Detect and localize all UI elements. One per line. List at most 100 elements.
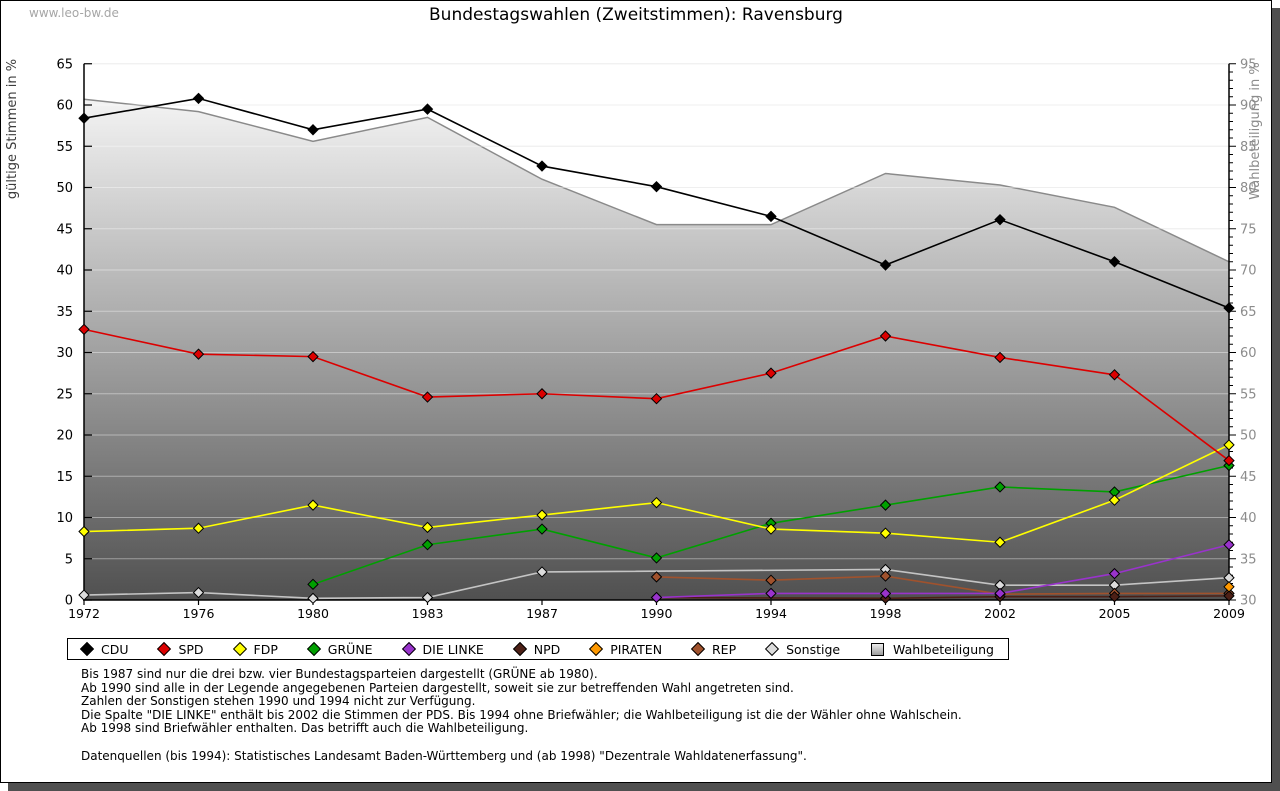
marker-Sonstige	[536, 566, 548, 578]
chart-legend: CDU SPD FDP GRÜNE DIE LINKE NPD PIRATEN REP Sons…	[67, 638, 1009, 660]
series-line-REP	[656, 575, 1229, 596]
diamond-marker-icon	[232, 641, 247, 657]
marker-FDP	[421, 521, 434, 534]
svg-text:75: 75	[1240, 222, 1257, 237]
marker-SPD	[1223, 454, 1235, 467]
marker-DIE LINKE	[994, 587, 1006, 600]
svg-text:45: 45	[56, 222, 73, 237]
marker-DIE LINKE	[1108, 567, 1121, 580]
svg-text:85: 85	[1240, 140, 1257, 155]
svg-text:0: 0	[65, 594, 73, 609]
legend-label: DIE LINKE	[422, 641, 484, 657]
marker-GRÜNE	[536, 523, 548, 535]
svg-text:45: 45	[1240, 470, 1257, 485]
marker-CDU	[1108, 256, 1121, 268]
diamond-marker-icon	[401, 641, 416, 657]
marker-FDP	[765, 523, 777, 535]
svg-text:55: 55	[56, 140, 73, 155]
svg-text:25: 25	[56, 387, 73, 402]
square-marker-icon	[871, 642, 885, 656]
page-shadow-right	[1272, 8, 1280, 791]
marker-PIRATEN	[1223, 581, 1235, 593]
marker-REP	[765, 574, 777, 586]
svg-text:60: 60	[1240, 346, 1257, 361]
svg-text:40: 40	[1240, 511, 1257, 526]
marker-CDU	[650, 180, 663, 193]
svg-text:1976: 1976	[183, 606, 215, 621]
legend-item-DIE LINKE: DIE LINKE	[401, 641, 484, 657]
legend-label: CDU	[101, 641, 129, 657]
marker-FDP	[1223, 439, 1235, 451]
svg-text:2002: 2002	[984, 606, 1016, 621]
svg-text:35: 35	[1240, 552, 1257, 567]
footnote-line: Die Spalte "DIE LINKE" enthält bis 2002 …	[81, 707, 962, 722]
svg-text:1990: 1990	[641, 606, 673, 621]
marker-DIE LINKE	[765, 587, 777, 600]
svg-text:2005: 2005	[1099, 606, 1131, 621]
marker-SPD	[765, 367, 777, 379]
page-shadow-bottom	[8, 783, 1272, 791]
marker-CDU	[1223, 302, 1235, 314]
diamond-marker-icon	[690, 641, 706, 657]
marker-GRÜNE	[307, 578, 319, 591]
svg-text:80: 80	[1240, 181, 1257, 196]
svg-text:30: 30	[1240, 594, 1257, 609]
svg-text:1998: 1998	[870, 606, 902, 621]
marker-DIE LINKE	[879, 587, 892, 600]
diamond-marker-icon	[157, 641, 172, 657]
legend-item-CDU: CDU	[79, 641, 129, 657]
legend-item-PIRATEN: PIRATEN	[589, 641, 662, 657]
marker-FDP	[536, 509, 548, 521]
legend-item-Wahlbeteiligung: Wahlbeteiligung	[871, 642, 994, 657]
footnote-line: Zahlen der Sonstigen stehen 1990 und 199…	[81, 694, 476, 708]
diamond-marker-icon	[512, 641, 527, 657]
marker-GRÜNE	[879, 499, 892, 511]
svg-text:35: 35	[56, 305, 73, 320]
legend-label: REP	[712, 641, 737, 657]
svg-text:5: 5	[65, 552, 73, 567]
watermark: www.leo-bw.de	[29, 6, 119, 20]
marker-NPD	[1108, 590, 1121, 603]
diamond-marker-icon	[79, 641, 95, 657]
marker-Sonstige	[307, 592, 319, 605]
footnote-line: Ab 1998 sind Briefwähler enthalten. Das …	[81, 721, 529, 735]
marker-FDP	[650, 496, 663, 509]
marker-DIE LINKE	[650, 591, 663, 604]
legend-label: GRÜNE	[327, 641, 373, 657]
svg-text:40: 40	[56, 264, 73, 279]
marker-FDP	[192, 522, 205, 534]
marker-SPD	[994, 351, 1006, 364]
svg-text:65: 65	[56, 57, 73, 72]
svg-text:1994: 1994	[755, 606, 787, 621]
marker-SPD	[650, 392, 663, 405]
marker-CDU	[78, 112, 90, 124]
marker-SPD	[78, 323, 90, 336]
legend-label: FDP	[253, 641, 278, 657]
svg-text:90: 90	[1240, 99, 1257, 114]
series-line-DIE LINKE	[656, 543, 1230, 599]
marker-CDU	[421, 103, 434, 115]
svg-text:50: 50	[56, 181, 73, 196]
svg-text:10: 10	[56, 511, 73, 526]
page-title: Bundestagswahlen (Zweitstimmen): Ravensb…	[429, 5, 843, 25]
legend-label: NPD	[533, 641, 561, 657]
svg-text:1980: 1980	[297, 606, 329, 621]
legend-item-FDP: FDP	[232, 641, 278, 657]
marker-DIE LINKE	[1223, 539, 1235, 551]
marker-GRÜNE	[994, 481, 1006, 493]
footnote-line: Bis 1987 sind nur die drei bzw. vier Bun…	[81, 667, 598, 681]
marker-CDU	[765, 210, 777, 223]
svg-text:gültige Stimmen in %: gültige Stimmen in %	[5, 59, 20, 199]
diamond-marker-icon	[764, 641, 780, 657]
diamond-marker-icon	[589, 641, 604, 657]
legend-item-SPD: SPD	[157, 641, 204, 657]
svg-text:1987: 1987	[526, 606, 558, 621]
footnote-line: Ab 1990 sind alle in der Legende angegeb…	[81, 680, 794, 695]
marker-FDP	[307, 499, 319, 511]
marker-SPD	[536, 388, 548, 400]
marker-REP	[650, 571, 663, 583]
marker-Sonstige	[192, 586, 205, 599]
data-source-line: Datenquellen (bis 1994): Statistisches L…	[81, 748, 807, 763]
marker-NPD	[1223, 590, 1235, 602]
